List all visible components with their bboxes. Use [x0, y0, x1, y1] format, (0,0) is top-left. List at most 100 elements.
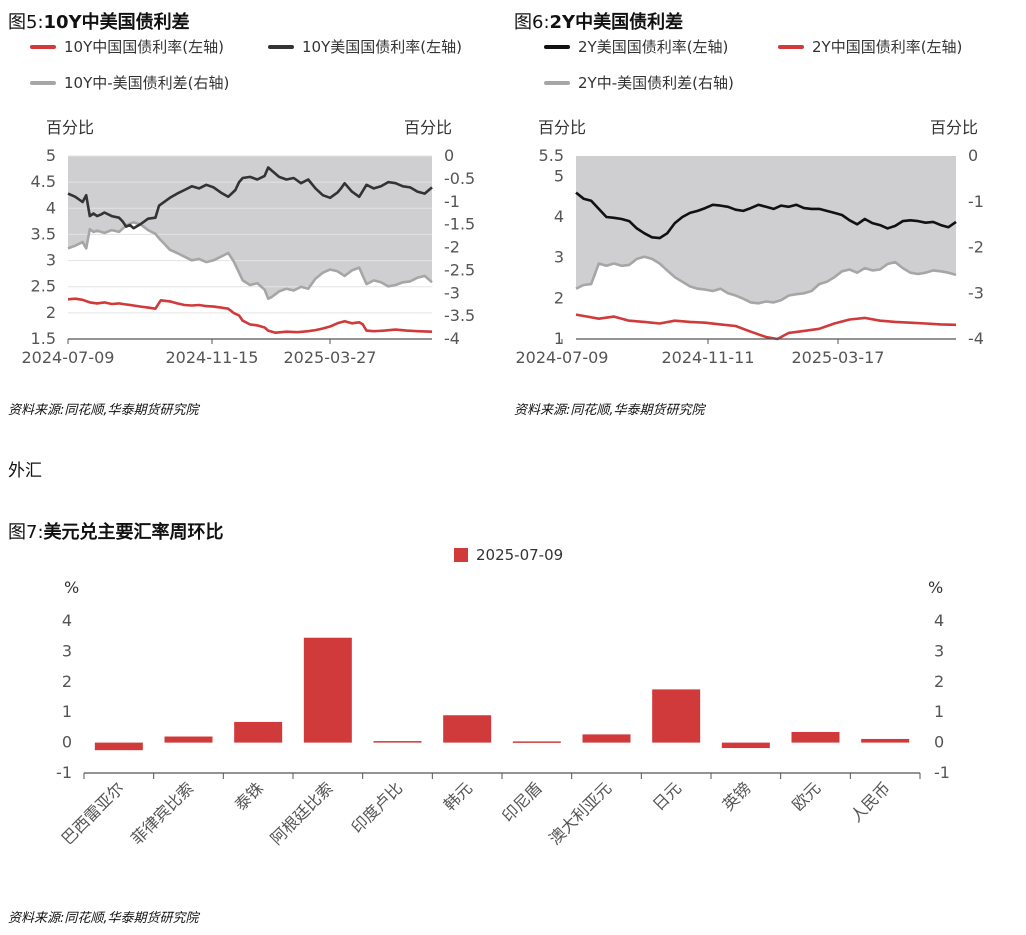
x-tick-label: 2024-07-09	[22, 348, 115, 367]
x-category-label: 韩元	[440, 778, 476, 814]
legend-swatch	[30, 44, 56, 49]
bar	[861, 738, 910, 743]
legend-label: 10Y中国国债利率(左轴)	[64, 38, 224, 56]
y-tick-label-right: -1	[968, 192, 984, 211]
bar	[373, 741, 422, 743]
x-tick-label: 2025-03-17	[792, 348, 885, 367]
fig5-source: 资料来源:同花顺,华泰期货研究院	[8, 403, 199, 418]
fig5-label: 图5:	[8, 12, 44, 33]
x-tick-label: 2024-11-15	[166, 348, 259, 367]
bar	[234, 721, 283, 743]
legend-swatch	[544, 44, 570, 49]
legend-label: 2Y中-美国债利差(右轴)	[578, 74, 734, 92]
fig5-right-axis-unit: 百分比	[404, 118, 453, 137]
legend-label: 10Y美国国债利率(左轴)	[302, 38, 462, 56]
fig6-title-text: 2Y中美国债利差	[549, 12, 684, 33]
legend-label: 2Y美国国债利率(左轴)	[578, 38, 729, 56]
y-tick-label-right: -4	[968, 329, 984, 348]
y-tick-label-right: -1	[444, 192, 460, 211]
y-tick-label-right: 1	[934, 702, 944, 721]
y-tick-label-left: 2	[554, 288, 564, 307]
bar	[303, 637, 352, 743]
bar	[164, 736, 213, 743]
fig5-legend-item-cn: 10Y中国国债利率(左轴)	[30, 36, 224, 57]
y-tick-label-right: -3	[968, 283, 984, 302]
y-tick-label-right: 0	[934, 733, 944, 752]
fig5-chart: 5 4.5 4 3.5 3 2.5 2 1.5 0 -0.5 -1 -1.5 -2 -2.5 -3 -3.5 -…	[22, 146, 476, 367]
fig6-label: 图6:	[514, 12, 550, 33]
x-category-label: 印尼盾	[498, 778, 545, 825]
series-line-1	[575, 313, 957, 341]
x-category-label: 人民币	[847, 778, 894, 825]
y-tick-label-right: -1.5	[444, 215, 475, 234]
bar	[512, 741, 561, 743]
y-tick-label-right: 0	[444, 146, 454, 165]
fig6-left-axis-unit: 百分比	[538, 118, 587, 137]
fig7-legend-item: 2025-07-09	[454, 546, 563, 564]
legend-swatch	[778, 44, 804, 49]
y-tick-label-left: 3	[46, 251, 56, 270]
legend-swatch	[454, 548, 468, 562]
y-tick-label-left: 5	[554, 166, 564, 185]
y-tick-label-left: 5.5	[539, 146, 564, 165]
y-tick-label-left: 3	[62, 641, 72, 660]
section-heading-fx: 外汇	[8, 461, 42, 481]
y-tick-label-left: 2	[46, 303, 56, 322]
fig6-title: 图6:2Y中美国债利差	[514, 8, 683, 34]
fig5-left-axis-unit: 百分比	[46, 118, 95, 137]
fig7-label: 图7:	[8, 522, 44, 543]
y-tick-label-right: -4	[444, 329, 460, 348]
fig5-legend-item-us: 10Y美国国债利率(左轴)	[268, 36, 462, 57]
y-tick-label-left: 2	[62, 672, 72, 691]
y-tick-label-right: -1	[934, 763, 950, 782]
y-tick-label-right: 3	[934, 641, 944, 660]
fig5-title-text: 10Y中美国债利差	[43, 12, 190, 33]
y-tick-label-left: 3	[554, 248, 564, 267]
spread-area-fill	[576, 156, 956, 304]
fig6-legend-item-spread: 2Y中-美国债利差(右轴)	[544, 72, 734, 93]
y-tick-label-left: 4	[554, 207, 564, 226]
fig5-title: 图5:10Y中美国债利差	[8, 8, 190, 34]
fig6-source: 资料来源:同花顺,华泰期货研究院	[514, 403, 705, 418]
y-tick-label-left: 4	[62, 611, 72, 630]
x-tick-label: 2024-11-11	[662, 348, 755, 367]
fig5-legend-item-spread: 10Y中-美国债利差(右轴)	[30, 72, 229, 93]
x-category-label: 印度卢比	[348, 778, 407, 837]
y-tick-label-right: -2	[968, 238, 984, 257]
y-tick-label-right: -0.5	[444, 169, 475, 188]
y-tick-label-left: 2.5	[31, 277, 56, 296]
series-line-1	[67, 166, 433, 230]
y-tick-label-right: -2	[444, 238, 460, 257]
y-tick-label-right: 0	[968, 146, 978, 165]
y-tick-label-right: -3	[444, 283, 460, 302]
fig6-chart: 5.55 4 3 2 1 0 -1 -2 -3 -4 2024-07-09 2024-11-11 202…	[516, 146, 984, 367]
x-category-label: 英镑	[719, 778, 755, 814]
y-tick-label-left: 3.5	[31, 224, 56, 243]
bar	[94, 742, 143, 751]
fig6-legend-item-us: 2Y美国国债利率(左轴)	[544, 36, 728, 57]
series-line-spread	[67, 221, 433, 300]
fig6-right-axis-unit: 百分比	[930, 118, 979, 137]
fig7-left-axis-unit: %	[64, 578, 80, 597]
y-tick-label-left: 1	[554, 329, 564, 348]
y-tick-label-right: -2.5	[444, 260, 475, 279]
x-category-label: 泰铢	[231, 778, 267, 814]
legend-swatch	[30, 80, 56, 85]
fig7-title: 图7:美元兑主要汇率周环比	[8, 518, 224, 544]
y-tick-label-right: 4	[934, 611, 944, 630]
y-tick-label-left: 5	[46, 146, 56, 165]
y-tick-label-left: 4	[46, 198, 56, 217]
bar	[582, 734, 631, 743]
x-tick-label: 2025-03-27	[284, 348, 377, 367]
legend-label: 2Y中国国债利率(左轴)	[812, 38, 963, 56]
fig7-source: 资料来源:同花顺,华泰期货研究院	[8, 911, 199, 926]
x-tick-label: 2024-07-09	[516, 348, 609, 367]
legend-label: 2025-07-09	[476, 546, 564, 564]
series-line-spread	[575, 255, 957, 305]
y-tick-label-left: 1.5	[31, 329, 56, 348]
legend-swatch	[268, 44, 294, 49]
bar	[791, 731, 840, 743]
spread-area-fill	[68, 156, 432, 299]
series-line-0	[67, 297, 433, 334]
